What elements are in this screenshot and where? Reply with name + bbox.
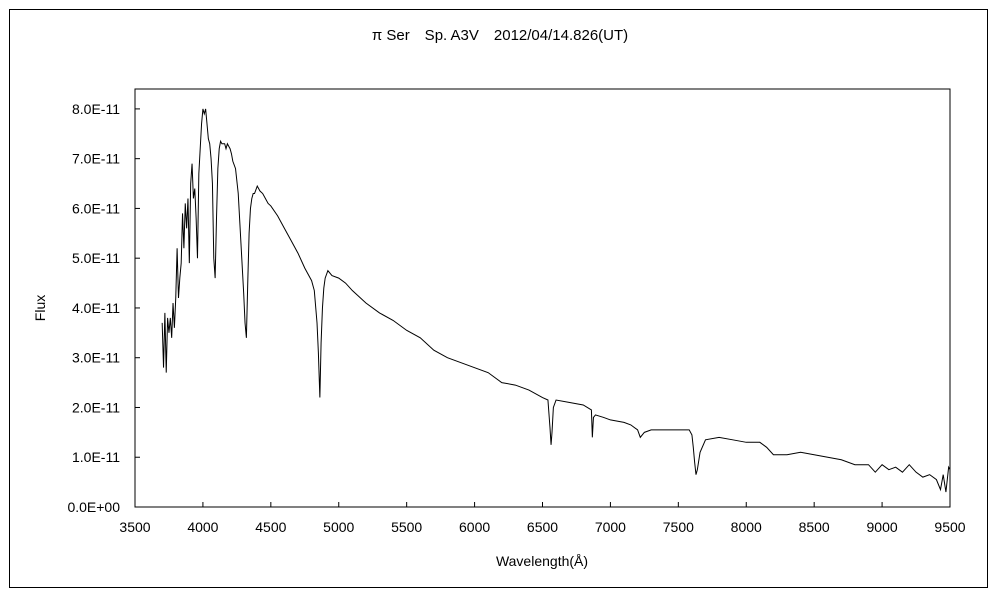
x-tick-label: 5000 [323,519,354,535]
x-tick-label: 4500 [255,519,286,535]
x-tick-label: 7000 [595,519,626,535]
x-tick-label: 6000 [459,519,490,535]
y-tick-label: 3.0E-11 [72,350,120,366]
y-tick-label: 4.0E-11 [72,300,120,316]
x-tick-label: 8500 [799,519,830,535]
y-tick-label: 5.0E-11 [72,250,120,266]
x-tick-label: 7500 [663,519,694,535]
x-axis-title: Wavelength(Å) [496,553,588,569]
y-tick-label: 0.0E+00 [67,499,120,515]
chart-frame [9,9,988,588]
y-tick-label: 1.0E-11 [72,449,120,465]
x-tick-label: 6500 [527,519,558,535]
y-axis: 0.0E+00 1.0E-11 2.0E-11 3.0E-11 4.0E-11 5.0E-… [67,101,140,515]
flux-spectrum-line [161,108,951,493]
y-tick-label: 8.0E-11 [72,101,120,117]
x-tick-label: 9000 [867,519,898,535]
chart-title: π Ser Sp. A3V 2012/04/14.826(UT) [372,27,628,44]
y-tick-label: 7.0E-11 [72,151,120,167]
plot-area [134,88,951,508]
x-tick-label: 5500 [391,519,422,535]
y-tick-label: 2.0E-11 [72,399,120,415]
x-tick-label: 9500 [934,519,965,535]
x-tick-label: 3500 [119,519,150,535]
x-tick-label: 8000 [731,519,762,535]
x-tick-label: 4000 [187,519,218,535]
x-axis: 3500 4000 4500 5000 5500 6000 6500 7000 7500 8000… [119,502,966,535]
y-tick-label: 6.0E-11 [72,200,120,216]
y-axis-title: Flux [32,295,48,321]
